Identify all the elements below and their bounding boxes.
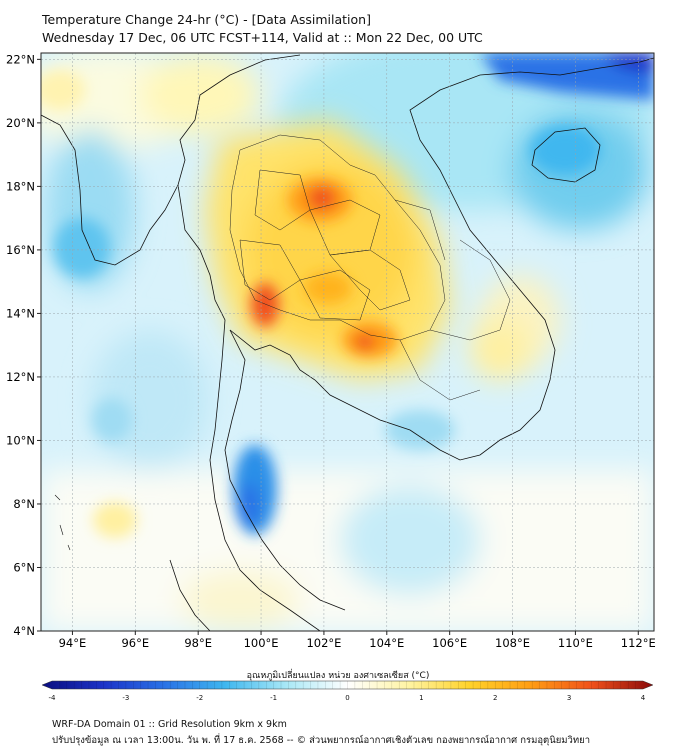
field-layer	[41, 53, 654, 631]
thailand-border	[229, 134, 446, 341]
colorbar: -4 -3 -2 -1 0 1 2 3 4	[41, 680, 654, 702]
lon-label: 96°E	[121, 636, 149, 650]
colorbar-tick-label: 4	[641, 694, 646, 702]
lon-label: 110°E	[558, 636, 593, 650]
gulf-of-thailand-coast	[224, 329, 346, 611]
lat-label: 16°N	[6, 243, 35, 257]
lon-label: 98°E	[184, 636, 212, 650]
colorbar-tick-label: 0	[345, 694, 349, 702]
colorbar-tick-label: -4	[49, 694, 57, 702]
cold-spots	[54, 53, 654, 535]
longitude-labels: 94°E 96°E 98°E 100°E 102°E 104°E 106°E 108°E 110…	[59, 631, 656, 650]
lat-label: 20°N	[6, 116, 35, 130]
gridlines	[41, 53, 654, 632]
colorbar-scale	[41, 680, 654, 690]
lat-label: 10°N	[6, 433, 35, 447]
hot-spots	[41, 70, 398, 538]
sumatra-coast	[169, 559, 211, 631]
colorbar-tick-label: 2	[493, 694, 497, 702]
lat-label: 22°N	[6, 52, 35, 66]
province-lines	[239, 169, 411, 321]
lat-label: 12°N	[6, 370, 35, 384]
colorbar-tick-label: -2	[196, 694, 203, 702]
footer-model-info: WRF-DA Domain 01 :: Grid Resolution 9km …	[52, 719, 287, 730]
andaman-coast	[177, 184, 321, 631]
latitude-labels: 22°N 20°N 18°N 16°N 14°N 12°N 10°N 8°N 6°N 4°N	[6, 52, 41, 638]
lat-label: 4°N	[13, 624, 35, 638]
footer-credit: ปรับปรุงข้อมูล ณ เวลา 13:00น. วัน พ. ที่…	[52, 735, 591, 746]
lon-label: 94°E	[59, 636, 87, 650]
lon-label: 108°E	[495, 636, 530, 650]
colorbar-tick-label: -3	[122, 694, 129, 702]
lat-label: 18°N	[6, 179, 35, 193]
nicobar-islands	[54, 494, 71, 551]
map-subtitle: Wednesday 17 Dec, 06 UTC FCST+114, Valid…	[42, 30, 483, 45]
map-title: Temperature Change 24-hr (°C) - [Data As…	[42, 12, 371, 27]
myanmar-coast	[41, 54, 301, 266]
lon-label: 100°E	[244, 636, 279, 650]
lon-label: 106°E	[432, 636, 467, 650]
indochina-coast	[229, 57, 654, 461]
lon-label: 102°E	[306, 636, 341, 650]
lon-label: 104°E	[369, 636, 404, 650]
hainan-coast	[531, 127, 601, 183]
lon-label: 112°E	[621, 636, 656, 650]
neighbor-borders	[394, 199, 511, 401]
lat-label: 6°N	[13, 560, 35, 574]
lat-label: 14°N	[6, 306, 35, 320]
lat-label: 8°N	[13, 497, 35, 511]
province-borders	[229, 134, 511, 401]
colorbar-ticks: -4 -3 -2 -1 0 1 2 3 4	[49, 681, 646, 702]
colorbar-tick-label: -1	[270, 694, 277, 702]
colorbar-tick-label: 3	[567, 694, 571, 702]
colorbar-label: อุณหภูมิเปลี่ยนแปลง หน่วย องศาเซลเซียส (…	[246, 671, 430, 681]
coastlines	[41, 54, 654, 631]
plot-frame	[40, 52, 655, 632]
colorbar-tick-label: 1	[419, 694, 423, 702]
